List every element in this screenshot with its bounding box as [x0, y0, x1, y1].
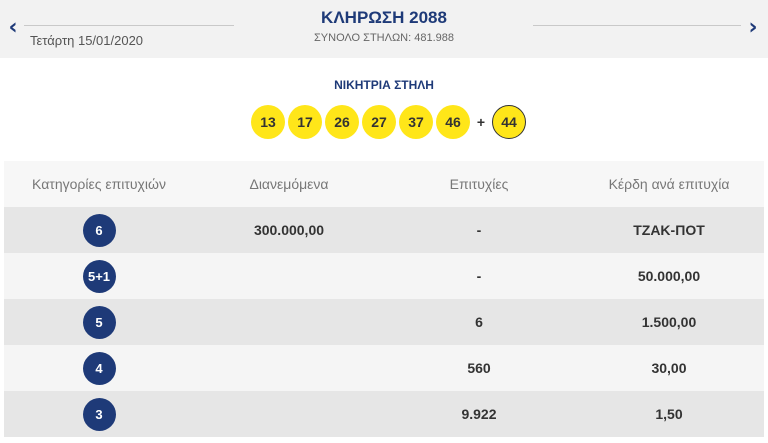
- table-row: 4 560 30,00: [4, 345, 764, 391]
- draw-title: ΚΛΗΡΩΣΗ 2088: [321, 8, 447, 27]
- category-badge: 5: [82, 305, 116, 339]
- winners-cell: -: [476, 268, 482, 284]
- total-columns: ΣΥΝΟΛΟ ΣΤΗΛΩΝ: 481.988: [313, 32, 455, 44]
- number-ball: 37: [399, 105, 433, 139]
- number-ball: 17: [288, 105, 322, 139]
- category-badge: 5+1: [82, 259, 116, 293]
- table-row: 5+1 - 50.000,00: [4, 253, 764, 299]
- category-badge: 4: [82, 351, 116, 385]
- category-badge: 3: [82, 397, 116, 431]
- draw-header: ‹ Τετάρτη 15/01/2020 ΚΛΗΡΩΣΗ 2088 ΣΥΝΟΛΟ…: [0, 0, 768, 58]
- prize-cell: 1,50: [655, 406, 683, 422]
- prize-cell: ΤΖΑΚ-ΠΟΤ: [633, 222, 705, 238]
- prize-cell: 30,00: [651, 360, 687, 376]
- header-divider-right: [533, 25, 741, 26]
- table-row: 5 6 1.500,00: [4, 299, 764, 345]
- category-badge: 6: [82, 213, 116, 247]
- next-draw-arrow-icon[interactable]: ›: [748, 14, 758, 40]
- winning-column-label: ΝΙΚΗΤΡΙΑ ΣΤΗΛΗ: [334, 78, 434, 92]
- table-row: 6 300.000,00 - ΤΖΑΚ-ΠΟΤ: [4, 207, 764, 253]
- table-header: Κατηγορίες επιτυχιών Διανεμόμενα Επιτυχί…: [4, 161, 764, 207]
- header-categories: Κατηγορίες επιτυχιών: [32, 176, 166, 192]
- header-winners: Επιτυχίες: [449, 176, 509, 192]
- joker-ball: 44: [492, 105, 526, 139]
- winners-cell: 560: [467, 360, 491, 376]
- number-ball: 46: [436, 105, 470, 139]
- previous-draw-arrow-icon[interactable]: ‹: [8, 14, 18, 40]
- header-divider-left: [24, 25, 234, 26]
- prize-cell: 1.500,00: [641, 314, 697, 330]
- winners-cell: 6: [475, 314, 483, 330]
- table-row: 3 9.922 1,50: [4, 391, 764, 437]
- winners-cell: -: [476, 222, 482, 238]
- prize-table: Κατηγορίες επιτυχιών Διανεμόμενα Επιτυχί…: [4, 161, 764, 437]
- header-prize-per-winner: Κέρδη ανά επιτυχία: [608, 176, 730, 192]
- number-ball: 13: [251, 105, 285, 139]
- plus-sign: +: [476, 114, 486, 130]
- header-distributed: Διανεμόμενα: [249, 176, 329, 192]
- number-ball: 27: [362, 105, 396, 139]
- distributed-cell: 300.000,00: [253, 222, 325, 238]
- prize-cell: 50.000,00: [637, 268, 701, 284]
- draw-date: Τετάρτη 15/01/2020: [30, 33, 144, 48]
- number-ball: 26: [325, 105, 359, 139]
- winners-cell: 9.922: [461, 406, 497, 422]
- winning-numbers: 13 17 26 27 37 46 + 44: [251, 104, 529, 140]
